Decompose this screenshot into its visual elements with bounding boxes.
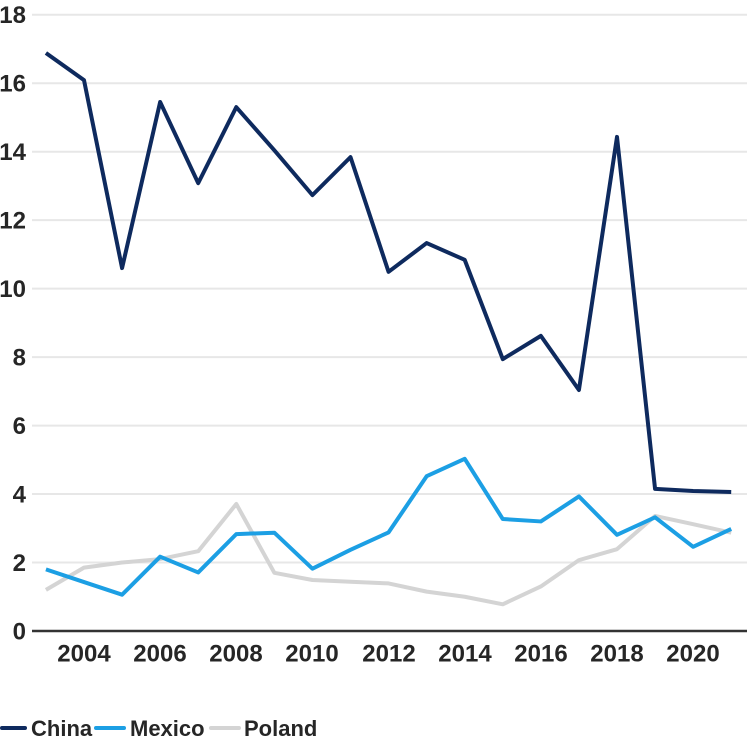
svg-text:12: 12 (0, 208, 26, 235)
svg-text:2008: 2008 (209, 641, 262, 668)
svg-text:4: 4 (13, 482, 27, 509)
svg-text:2018: 2018 (590, 641, 643, 668)
svg-text:6: 6 (13, 413, 26, 440)
svg-text:16: 16 (0, 71, 26, 98)
svg-text:2020: 2020 (666, 641, 719, 668)
svg-text:Mexico: Mexico (130, 716, 205, 741)
svg-text:2016: 2016 (514, 641, 567, 668)
svg-text:8: 8 (13, 345, 26, 372)
svg-text:Poland: Poland (244, 716, 317, 741)
svg-text:18: 18 (0, 2, 26, 29)
svg-text:10: 10 (0, 276, 26, 303)
svg-text:2010: 2010 (285, 641, 338, 668)
svg-text:14: 14 (0, 139, 27, 166)
svg-text:2012: 2012 (362, 641, 415, 668)
svg-text:2006: 2006 (133, 641, 186, 668)
svg-text:2014: 2014 (438, 641, 492, 668)
svg-text:0: 0 (13, 619, 26, 646)
svg-text:China: China (31, 716, 93, 741)
svg-text:2004: 2004 (57, 641, 111, 668)
svg-text:2: 2 (13, 550, 26, 577)
